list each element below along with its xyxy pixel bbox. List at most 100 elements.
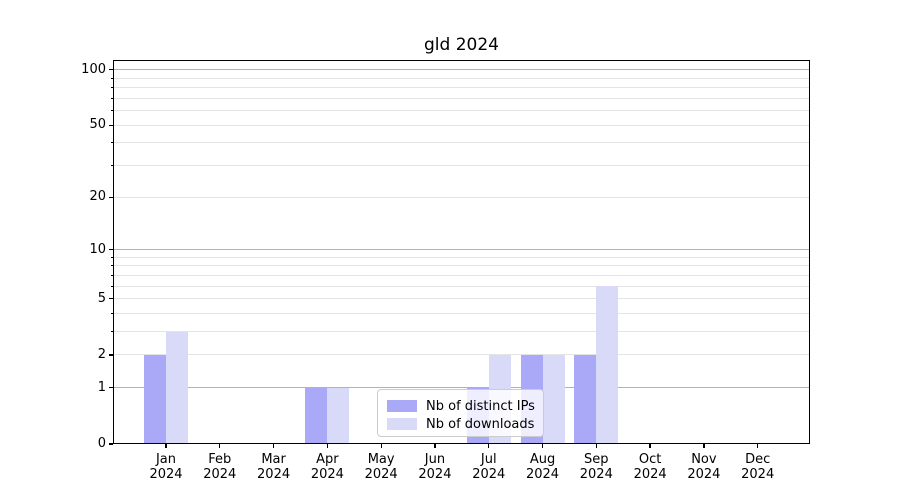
y-gridline-minor [113, 87, 810, 89]
bar-distinct-ips [574, 354, 597, 444]
x-tick-mark [488, 444, 490, 448]
bar-distinct-ips [144, 354, 166, 444]
x-tick-label-year: 2024 [472, 467, 506, 482]
y-gridline-minor [113, 110, 810, 112]
y-gridline-minor [113, 331, 810, 333]
x-tick-mark [703, 444, 705, 448]
x-tick-mark [434, 444, 436, 448]
x-tick-label-year: 2024 [257, 467, 291, 482]
y-gridline [113, 124, 810, 126]
y-gridline [113, 196, 810, 198]
y-tick-label: 10 [89, 241, 106, 257]
x-tick-label-month: Jan [155, 452, 177, 467]
y-minor-tick-mark [110, 256, 113, 258]
y-gridline [113, 298, 810, 300]
x-tick-mark [219, 444, 221, 448]
bar-distinct-ips [305, 387, 328, 444]
x-tick-label-month: Oct [638, 452, 662, 467]
x-tick-mark [272, 444, 275, 448]
x-tick-label-month: May [367, 452, 395, 467]
bar-downloads [542, 354, 565, 444]
legend-label-downloads: Nb of downloads [426, 416, 535, 432]
y-minor-tick-mark [110, 77, 113, 79]
y-gridline-minor [113, 256, 810, 258]
y-tick-mark [109, 354, 113, 356]
chart-title: gld 2024 [424, 35, 499, 55]
x-tick-label-year: 2024 [310, 467, 344, 482]
y-minor-tick-mark [110, 97, 113, 99]
x-tick-mark [326, 444, 329, 448]
y-gridline-minor [113, 142, 810, 144]
x-tick-label-month: Jul [480, 452, 497, 467]
bar-downloads [327, 387, 350, 444]
y-gridline-minor [113, 77, 810, 79]
x-tick-label-month: Dec [745, 452, 771, 467]
y-minor-tick-mark [110, 285, 113, 287]
y-gridline [113, 69, 810, 71]
y-gridline-minor [113, 97, 810, 99]
x-tick-label-year: 2024 [525, 467, 560, 482]
y-gridline [113, 249, 810, 251]
y-tick-label: 50 [89, 117, 106, 133]
y-gridline-minor [113, 165, 810, 167]
legend-swatch-distinct-ips [387, 400, 417, 412]
y-tick-mark [109, 124, 113, 126]
x-tick-label-year: 2024 [633, 467, 667, 482]
y-minor-tick-mark [110, 331, 113, 333]
y-gridline [113, 354, 810, 356]
x-tick-label-month: Jun [424, 452, 446, 467]
y-tick-mark [109, 443, 113, 445]
y-minor-tick-mark [110, 312, 113, 315]
y-gridline-minor [113, 313, 810, 314]
plot-area: Nb of distinct IPs Nb of downloads [113, 60, 810, 444]
x-tick-label-month: Sep [584, 452, 609, 467]
y-gridline-minor [113, 265, 810, 267]
x-tick-label-month: Apr [316, 452, 339, 467]
x-tick-label-year: 2024 [418, 467, 452, 482]
x-tick-label-year: 2024 [203, 467, 237, 482]
x-tick-label-year: 2024 [579, 467, 613, 482]
x-tick-mark [649, 444, 651, 448]
x-tick-label-year: 2024 [149, 467, 183, 482]
y-tick-mark [109, 298, 113, 300]
x-tick-mark [165, 444, 167, 448]
x-tick-label-month: Mar [261, 452, 286, 467]
y-minor-tick-mark [110, 110, 113, 112]
y-minor-tick-mark [110, 142, 113, 144]
y-gridline [113, 387, 810, 389]
x-tick-mark [595, 444, 597, 448]
bar-downloads [596, 286, 619, 444]
y-gridline-minor [113, 285, 810, 287]
y-minor-tick-mark [110, 265, 113, 267]
y-tick-label: 20 [89, 189, 106, 205]
y-tick-label: 5 [97, 290, 106, 306]
x-tick-label-month: Aug [529, 452, 556, 467]
y-tick-label: 1 [97, 379, 106, 395]
x-tick-label-year: 2024 [741, 467, 775, 482]
x-tick-mark [541, 444, 544, 448]
legend-item-distinct-ips: Nb of distinct IPs [387, 397, 535, 415]
y-tick-label: 0 [97, 436, 106, 451]
legend-label-distinct-ips: Nb of distinct IPs [426, 398, 535, 414]
y-tick-mark [109, 69, 113, 71]
y-minor-tick-mark [110, 274, 113, 276]
y-tick-label: 2 [97, 346, 106, 362]
y-tick-label: 100 [81, 61, 106, 77]
legend-swatch-downloads [387, 418, 417, 430]
y-tick-mark [109, 387, 113, 389]
x-tick-mark [757, 444, 759, 448]
x-tick-label-year: 2024 [364, 467, 398, 482]
x-tick-label-year: 2024 [687, 467, 721, 482]
y-gridline-minor [113, 274, 810, 276]
y-tick-mark [109, 196, 113, 198]
y-minor-tick-mark [110, 165, 113, 167]
y-tick-mark [109, 248, 113, 251]
x-tick-label-month: Feb [208, 452, 232, 467]
y-minor-tick-mark [110, 87, 113, 89]
x-tick-label-month: Nov [691, 452, 717, 467]
legend: Nb of distinct IPs Nb of downloads [377, 389, 544, 437]
bar-downloads [166, 331, 188, 444]
x-tick-mark [380, 444, 382, 448]
legend-item-downloads: Nb of downloads [387, 415, 534, 433]
